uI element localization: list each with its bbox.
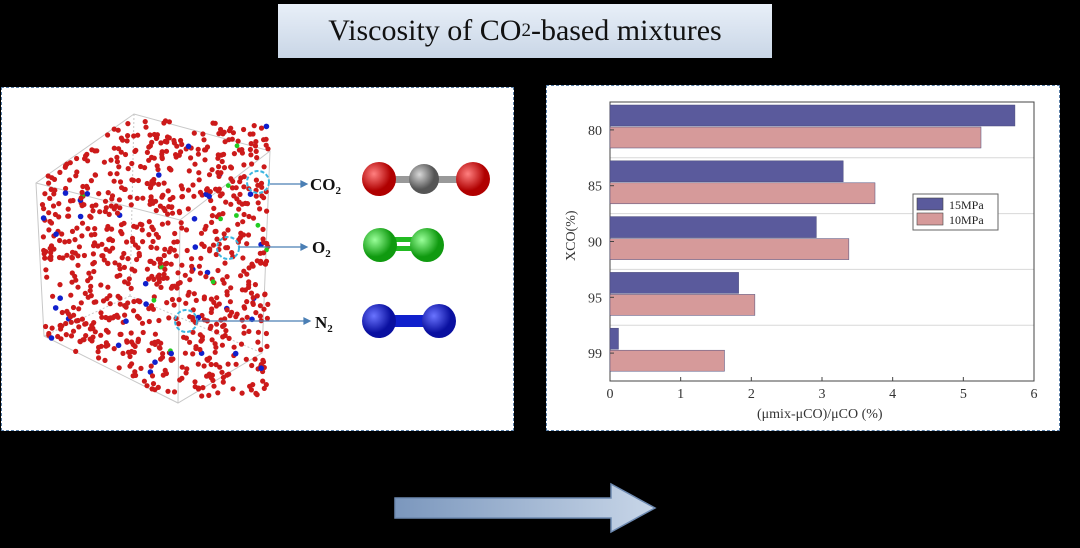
o2-label: O2: [312, 238, 331, 260]
x-axis-label: (μmix-μCO)/μCO (%): [757, 407, 883, 422]
n2-molecule-model: [362, 304, 456, 338]
x-tick-label: 3: [819, 387, 826, 402]
simulation-figure: CO2 O2 N2: [35, 113, 490, 404]
title-prefix: Viscosity of CO: [328, 14, 522, 47]
simulation-box: [35, 113, 271, 404]
o2-molecule-model: [363, 228, 444, 262]
legend-label-15mpa: 15MPa: [949, 198, 984, 212]
x-tick-label: 6: [1031, 387, 1038, 402]
page-title: Viscosity of CO 2 -based mixtures: [278, 4, 772, 58]
bar-10mpa-80: [609, 126, 982, 149]
right-arrow: [394, 482, 657, 534]
x-tick-label: 0: [607, 387, 614, 402]
bar-15mpa-99: [609, 327, 619, 350]
co2-highlight-circle: [246, 170, 270, 194]
x-tick-label: 2: [748, 387, 755, 402]
bar-15mpa-80: [609, 104, 1016, 127]
bar-10mpa-85: [609, 182, 876, 205]
title-subscript: 2: [521, 20, 531, 41]
particle-cloud: [39, 118, 271, 399]
legend-swatch-15mpa: [916, 197, 944, 211]
chart-panel: 80 85 90 95 99 0 1 2 3 4 5 6 (μmix-μCO)/μCO (%) XC…: [546, 85, 1060, 431]
simulation-panel: CO2 O2 N2: [1, 87, 514, 431]
bar-15mpa-90: [609, 216, 817, 238]
y-axis-label: XCO(%): [564, 210, 579, 261]
x-tick-label: 5: [960, 387, 967, 402]
x-tick-label: 1: [677, 387, 684, 402]
y-tick-label: 99: [588, 347, 602, 362]
bar-10mpa-95: [609, 294, 756, 316]
legend-label-10mpa: 10MPa: [949, 213, 984, 227]
title-suffix: -based mixtures: [530, 14, 722, 47]
bar-15mpa-85: [609, 160, 844, 183]
co2-label: CO2: [310, 175, 342, 197]
y-tick-label: 90: [588, 236, 602, 251]
x-tick-label: 4: [889, 387, 896, 402]
legend-swatch-10mpa: [916, 212, 944, 226]
y-tick-label: 85: [588, 180, 602, 195]
n2-label: N2: [315, 313, 333, 335]
o2-highlight-circle: [216, 236, 240, 260]
y-tick-label: 95: [588, 291, 602, 306]
bar-chart: 80 85 90 95 99 0 1 2 3 4 5 6 (μmix-μCO)/μCO (%) XC…: [564, 101, 1038, 422]
bar-10mpa-90: [609, 238, 850, 260]
bar-10mpa-99: [609, 349, 725, 372]
y-tick-label: 80: [588, 124, 602, 139]
bar-15mpa-95: [609, 272, 739, 294]
co2-molecule-model: [362, 162, 490, 196]
